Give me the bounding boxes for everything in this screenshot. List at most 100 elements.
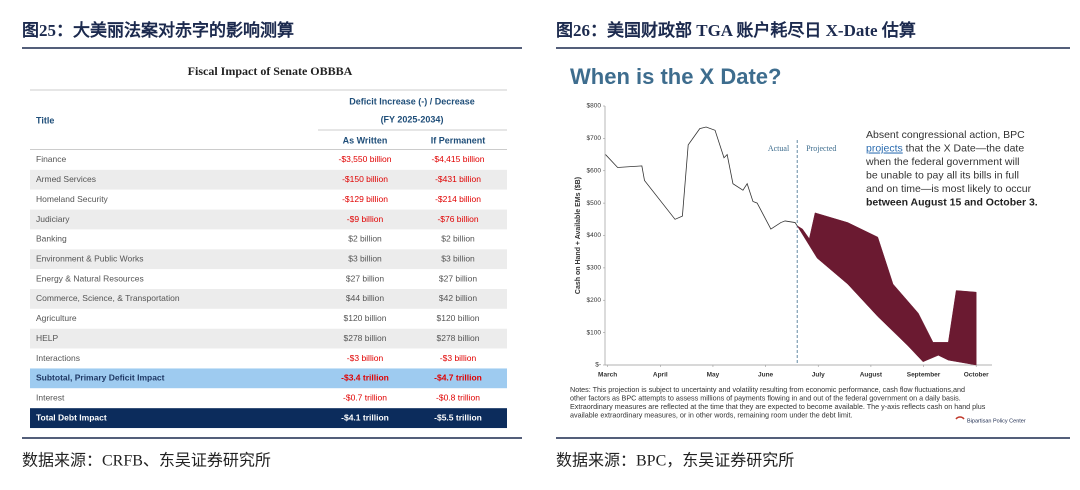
logo: Bipartisan Policy Center bbox=[967, 418, 1026, 424]
col-title: Title bbox=[36, 115, 54, 125]
table-title: Fiscal Impact of Senate OBBBA bbox=[188, 64, 353, 78]
row-title: Agriculture bbox=[36, 313, 77, 323]
row-title: Finance bbox=[36, 154, 67, 164]
cell: -$76 billion bbox=[437, 214, 478, 224]
annotation: be unable to pay all its bills in full bbox=[866, 169, 1019, 181]
row-title: Armed Services bbox=[36, 174, 96, 184]
table-row bbox=[30, 249, 507, 270]
row-title: Homeland Security bbox=[36, 194, 109, 204]
cell: $42 billion bbox=[439, 293, 478, 303]
note: Extraordinary measures are reflected at … bbox=[570, 402, 986, 411]
cell: -$3 billion bbox=[347, 353, 384, 363]
cell: -$150 billion bbox=[342, 174, 388, 184]
x-tick-label: July bbox=[812, 372, 825, 379]
y-tick-label: $- bbox=[595, 362, 601, 369]
x-tick-label: June bbox=[758, 372, 774, 379]
x-tick-label: April bbox=[653, 372, 668, 379]
cell: $120 billion bbox=[343, 313, 386, 323]
y-tick-label: $700 bbox=[587, 135, 602, 142]
table-row bbox=[30, 150, 507, 170]
note: other factors as BPC attempts to assess … bbox=[570, 394, 961, 403]
cell: $120 billion bbox=[436, 313, 479, 323]
row-title: HELP bbox=[36, 333, 59, 343]
projected-label: Projected bbox=[806, 144, 836, 153]
col-header: If Permanent bbox=[431, 135, 486, 145]
left-source: 数据来源：CRFB、东吴证券研究所 bbox=[22, 452, 271, 470]
cell: -$214 billion bbox=[435, 194, 481, 204]
cell: -$3.4 trillion bbox=[341, 373, 389, 383]
x-tick-label: October bbox=[964, 372, 989, 379]
cell: $278 billion bbox=[436, 333, 479, 343]
y-tick-label: $500 bbox=[587, 200, 602, 207]
table-row bbox=[30, 169, 507, 190]
chart: When is the X Date? Cash on Hand + Availa… bbox=[570, 64, 1038, 425]
table-row bbox=[30, 388, 507, 409]
cell: -$9 billion bbox=[347, 214, 384, 224]
cell: $3 billion bbox=[348, 253, 382, 263]
y-tick-label: $400 bbox=[587, 232, 602, 239]
table: Fiscal Impact of Senate OBBBA Title Defici… bbox=[30, 64, 507, 429]
row-title: Total Debt Impact bbox=[36, 412, 107, 422]
cell: -$129 billion bbox=[342, 194, 388, 204]
row-title: Energy & Natural Resources bbox=[36, 273, 144, 283]
table-row bbox=[30, 408, 507, 429]
cell: $278 billion bbox=[343, 333, 386, 343]
y-tick-label: $800 bbox=[587, 103, 602, 110]
table-row bbox=[30, 209, 507, 230]
cell: -$3,550 billion bbox=[339, 154, 392, 164]
table-row bbox=[30, 289, 507, 309]
row-title: Subtotal, Primary Deficit Impact bbox=[36, 373, 165, 383]
note: available extraordinary measures, or in … bbox=[570, 411, 852, 420]
left-heading: 图25：大美丽法案对赤字的影响测算 bbox=[22, 20, 294, 40]
group-header: (FY 2025-2034) bbox=[381, 114, 444, 124]
annotation: and on time—is most likely to occur bbox=[866, 183, 1032, 195]
table-row bbox=[30, 269, 507, 290]
table-row bbox=[30, 368, 507, 389]
row-title: Banking bbox=[36, 234, 67, 244]
annotation: projects that the X Date—the date bbox=[866, 142, 1024, 154]
y-tick-label: $200 bbox=[587, 297, 602, 304]
annotation-bold: between August 15 and October 3. bbox=[866, 196, 1038, 208]
annotation: when the federal government will bbox=[865, 156, 1020, 168]
cell: -$4,415 billion bbox=[432, 154, 485, 164]
cell: $27 billion bbox=[346, 273, 385, 283]
col-header: As Written bbox=[343, 135, 388, 145]
projection-band bbox=[796, 212, 977, 366]
cell: $2 billion bbox=[348, 234, 382, 244]
x-tick-label: September bbox=[907, 372, 941, 379]
cell: -$3 billion bbox=[440, 353, 477, 363]
actual-label: Actual bbox=[768, 144, 790, 153]
cell: -$0.8 trillion bbox=[436, 393, 480, 403]
note: Notes: This projection is subject to unc… bbox=[570, 385, 965, 394]
row-title: Commerce, Science, & Transportation bbox=[36, 293, 180, 303]
x-tick-label: May bbox=[707, 372, 720, 379]
table-row bbox=[30, 328, 507, 349]
row-title: Judiciary bbox=[36, 214, 70, 224]
right-heading: 图26：美国财政部 TGA 账户耗尽日 X-Date 估算 bbox=[556, 20, 916, 40]
table-row bbox=[30, 189, 507, 210]
row-title: Interest bbox=[36, 393, 65, 403]
x-tick-label: August bbox=[860, 372, 883, 379]
y-tick-label: $300 bbox=[587, 265, 602, 272]
cell: $2 billion bbox=[441, 234, 475, 244]
y-tick-label: $100 bbox=[587, 329, 602, 336]
cell: -$431 billion bbox=[435, 174, 481, 184]
table-row bbox=[30, 229, 507, 250]
annotation: that the X Date—the date bbox=[903, 142, 1025, 154]
x-tick-label: March bbox=[598, 372, 617, 379]
cell: -$4.7 trillion bbox=[434, 373, 482, 383]
cell: -$0.7 trillion bbox=[343, 393, 387, 403]
row-title: Environment & Public Works bbox=[36, 253, 144, 263]
cell: -$5.5 trillion bbox=[434, 412, 482, 422]
y-label: Cash on Hand + Available EMs ($B) bbox=[575, 177, 582, 294]
group-header: Deficit Increase (-) / Decrease bbox=[349, 96, 475, 106]
cell: $44 billion bbox=[346, 293, 385, 303]
annotation: Absent congressional action, BPC bbox=[866, 129, 1025, 141]
cell: $27 billion bbox=[439, 273, 478, 283]
logo-mark bbox=[955, 416, 965, 420]
cell: -$4.1 trillion bbox=[341, 412, 389, 422]
y-tick-label: $600 bbox=[587, 167, 602, 174]
chart-title: When is the X Date? bbox=[570, 64, 781, 89]
right-source: 数据来源：BPC，东吴证券研究所 bbox=[556, 452, 794, 470]
